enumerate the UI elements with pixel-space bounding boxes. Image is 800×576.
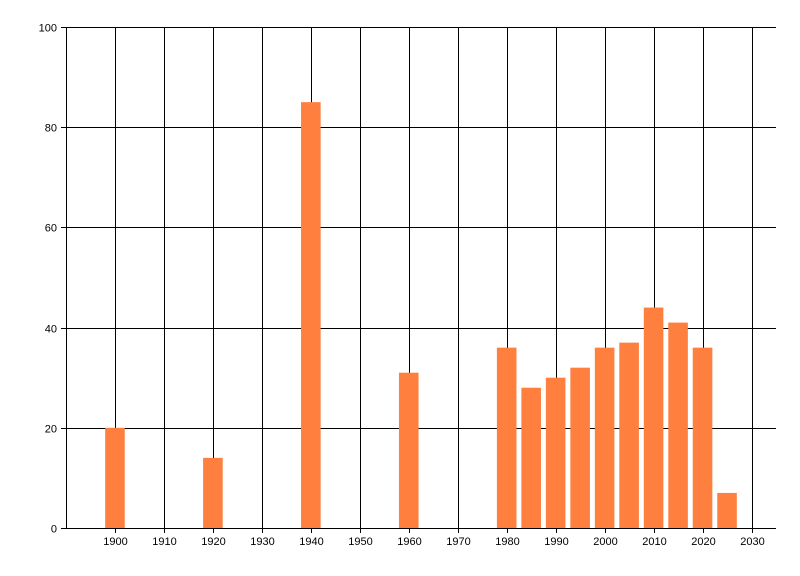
bar-1990 xyxy=(545,377,566,528)
x-tick-label: 1910 xyxy=(152,536,176,548)
bar-2000 xyxy=(594,347,615,528)
y-tick-label: 20 xyxy=(45,424,57,436)
y-tick-label: 0 xyxy=(51,524,57,536)
bar-2010 xyxy=(643,307,664,528)
bar-1940 xyxy=(301,102,321,529)
x-tick-label: 2010 xyxy=(642,536,666,548)
axes xyxy=(61,27,776,533)
tick-labels: 0 20 40 60 80 100 1900 1910 1920 1930 1940 1950 1960… xyxy=(39,23,765,549)
x-tick-label: 1970 xyxy=(446,536,470,548)
x-tick-label: 2020 xyxy=(691,536,715,548)
y-tick-label: 60 xyxy=(45,223,57,235)
bar-1985 xyxy=(521,387,541,528)
x-tick-label: 2000 xyxy=(593,536,617,548)
bar-1960 xyxy=(398,372,419,528)
y-tick-label: 80 xyxy=(45,123,57,135)
x-tick-label: 1960 xyxy=(397,536,421,548)
x-tick-label: 1950 xyxy=(348,536,372,548)
x-tick-label: 1920 xyxy=(201,536,225,548)
bar-1900 xyxy=(105,427,125,528)
bar-2015 xyxy=(668,322,688,528)
bar-1920 xyxy=(203,457,223,528)
x-tick-label: 1930 xyxy=(250,536,274,548)
x-tick-label: 1940 xyxy=(299,536,323,548)
bar-2005 xyxy=(619,342,639,528)
bar-2025 xyxy=(717,492,737,528)
y-tick-label: 100 xyxy=(39,23,57,35)
x-tick-label: 1900 xyxy=(103,536,127,548)
bar-1980 xyxy=(496,347,517,528)
x-tick-label: 1990 xyxy=(544,536,568,548)
x-tick-label: 2030 xyxy=(740,536,764,548)
y-tick-label: 40 xyxy=(45,324,57,336)
bars xyxy=(105,102,737,529)
bar-2020 xyxy=(692,347,713,528)
bar-1995 xyxy=(570,367,590,528)
x-tick-label: 1980 xyxy=(495,536,519,548)
